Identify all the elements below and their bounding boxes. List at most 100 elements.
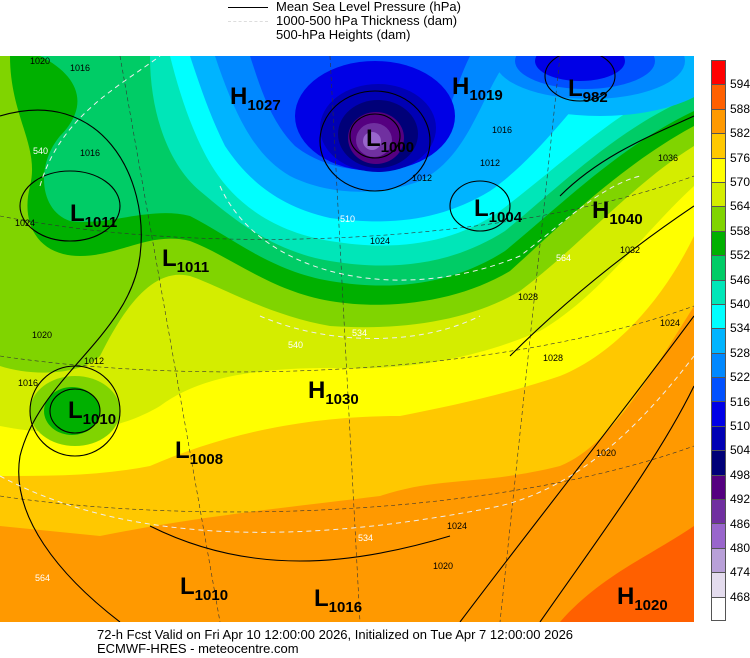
- colorbar-label: 594: [730, 77, 750, 92]
- contour-label: 1012: [412, 173, 432, 183]
- colorbar-label: 546: [730, 272, 750, 287]
- colorbar-bin: [711, 84, 726, 109]
- legend-item-heights: 500-hPa Heights (dam): [228, 28, 461, 42]
- legend-label: 500-hPa Heights (dam): [276, 27, 411, 42]
- colorbar-bin: [711, 474, 726, 500]
- colorbar-bin: [711, 181, 726, 207]
- legend-item-thickness: 1000-500 hPa Thickness (dam): [228, 14, 461, 28]
- height-fill-layers: [0, 56, 694, 622]
- contour-label: 1024: [447, 521, 467, 531]
- colorbar-bin: [711, 572, 726, 597]
- colorbar-bin: [711, 255, 726, 280]
- colorbar-label: 486: [730, 516, 750, 531]
- contour-label: 1016: [492, 125, 512, 135]
- contour-label: 1028: [518, 292, 538, 302]
- pressure-low: L1011: [70, 200, 117, 231]
- colorbar-label: 522: [730, 370, 750, 385]
- colorbar-bin: [711, 60, 726, 85]
- source-text: ECMWF-HRES - meteocentre.com: [97, 641, 299, 656]
- fill-588: [560, 526, 694, 622]
- colorbar-bin: [711, 108, 726, 134]
- contour-label: 1020: [32, 330, 52, 340]
- pressure-low: L1016: [314, 585, 362, 616]
- contour-label: 1024: [15, 218, 35, 228]
- colorbar-bin: [711, 303, 726, 329]
- solid-line-swatch: [228, 7, 268, 8]
- colorbar-bin: [711, 230, 726, 256]
- fill-552-loop: [44, 387, 100, 435]
- colorbar-bin: [711, 206, 726, 231]
- colorbar-label: 528: [730, 345, 750, 360]
- colorbar-bin: [711, 157, 726, 182]
- contour-label: 1020: [596, 448, 616, 458]
- contour-label: 564: [556, 253, 571, 263]
- colorbar-label: 534: [730, 321, 750, 336]
- contour-label: 1036: [658, 153, 678, 163]
- colorbar-bin: [711, 523, 726, 548]
- contour-label: 540: [33, 146, 48, 156]
- contour-label: 540: [288, 340, 303, 350]
- pressure-low: L1010: [68, 397, 116, 428]
- colorbar-label: 498: [730, 467, 750, 482]
- colorbar-bin: [711, 133, 726, 158]
- thickness-lines: [0, 56, 694, 533]
- colorbar-bin: [711, 596, 726, 621]
- pressure-systems: H1027 H1019 L982 L1000 L1011 L1011 L1004 H1040 H…: [68, 73, 668, 616]
- colorbar-label: 480: [730, 541, 750, 555]
- colorbar-label: 492: [730, 492, 750, 507]
- colorbar-label: 516: [730, 394, 750, 409]
- colorbar: [711, 60, 726, 621]
- colorbar-bin: [711, 377, 726, 402]
- contour-label: 1016: [18, 378, 38, 388]
- colorbar-bin: [711, 279, 726, 304]
- contour-label: 564: [35, 573, 50, 583]
- contour-label: 1016: [70, 63, 90, 73]
- pressure-high: H1020: [617, 583, 668, 614]
- contour-label: 534: [352, 328, 367, 338]
- map-legend: Mean Sea Level Pressure (hPa) 1000-500 h…: [228, 0, 461, 42]
- colorbar-label: 582: [730, 126, 750, 141]
- colorbar-label: 468: [730, 589, 750, 604]
- legend-label: 1000-500 hPa Thickness (dam): [276, 13, 458, 28]
- contour-label: 1032: [620, 245, 640, 255]
- contour-label: 1016: [80, 148, 100, 158]
- colorbar-label: 576: [730, 150, 750, 165]
- pressure-low: L1011: [162, 245, 209, 276]
- contour-label: 1024: [370, 236, 390, 246]
- isobar-lines: [0, 56, 694, 622]
- colorbar-bin: [711, 401, 726, 426]
- legend-item-mslp: Mean Sea Level Pressure (hPa): [228, 0, 461, 14]
- colorbar-label: 474: [730, 565, 750, 580]
- contour-label: 1020: [433, 561, 453, 571]
- colorbar-bin: [711, 499, 726, 524]
- contour-label: 1028: [543, 353, 563, 363]
- contour-label: 534: [358, 533, 373, 543]
- colorbar-label: 570: [730, 175, 750, 189]
- pressure-low: L1004: [474, 195, 523, 226]
- valid-time-text: 72-h Fcst Valid on Fri Apr 10 12:00:00 2…: [97, 627, 574, 642]
- contour-label: 1020: [30, 56, 50, 66]
- pressure-high: H1030: [308, 377, 359, 408]
- pressure-low: L982: [568, 75, 608, 106]
- dashed-line-swatch: [228, 21, 268, 22]
- fill-480: [363, 132, 381, 150]
- pressure-high: H1040: [592, 197, 643, 228]
- weather-map: H1027 H1019 L982 L1000 L1011 L1011 L1004 H1040 H…: [0, 56, 694, 622]
- contour-label: 1012: [84, 356, 104, 366]
- pressure-high: H1019: [452, 73, 503, 104]
- contour-label: 1024: [660, 318, 680, 328]
- colorbar-label: 558: [730, 223, 750, 238]
- legend-label: Mean Sea Level Pressure (hPa): [276, 0, 461, 14]
- pressure-low: L1000: [366, 125, 414, 156]
- colorbar-label: 564: [730, 199, 750, 214]
- map-footer: 72-h Fcst Valid on Fri Apr 10 12:00:00 2…: [97, 628, 573, 656]
- contour-labels: 1020 1016 1016 1024 1020 1016 1012 1012 1016 1028…: [15, 56, 680, 583]
- pressure-low: L1010: [180, 573, 228, 604]
- colorbar-bin: [711, 547, 726, 573]
- fill-510-ne: [535, 56, 625, 81]
- colorbar-label: 588: [730, 101, 750, 116]
- pressure-high: H1027: [230, 83, 281, 114]
- colorbar-bin: [711, 328, 726, 353]
- pressure-low: L1008: [175, 437, 223, 468]
- colorbar-bin: [711, 450, 726, 475]
